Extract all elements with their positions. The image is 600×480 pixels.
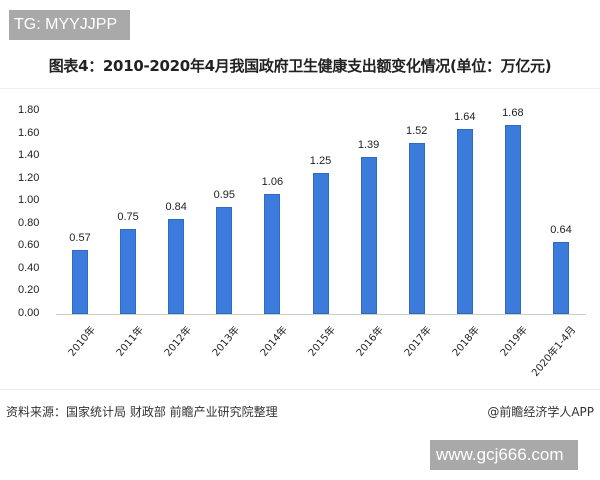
source-note: 资料来源：国家统计局 财政部 前瞻产业研究院整理 xyxy=(6,405,278,419)
y-tick-label: 0.20 xyxy=(18,284,40,297)
site-watermark: www.gcj666.com xyxy=(430,440,578,470)
bar xyxy=(264,194,281,314)
bar xyxy=(504,124,521,314)
y-tick-label: 1.20 xyxy=(18,171,40,184)
chart-area xyxy=(0,88,600,390)
value-label: 1.64 xyxy=(454,111,476,124)
bar xyxy=(312,173,329,314)
y-tick-label: 0.80 xyxy=(18,216,40,229)
bar xyxy=(168,219,185,314)
y-tick-label: 1.40 xyxy=(18,149,40,162)
value-label: 0.64 xyxy=(550,223,572,236)
y-tick-label: 0.40 xyxy=(18,261,40,274)
y-tick-label: 1.00 xyxy=(18,194,40,207)
value-label: 1.52 xyxy=(405,124,428,137)
bar xyxy=(456,129,473,314)
bar xyxy=(72,249,88,314)
brand-credit: @前瞻经济学人APP xyxy=(487,405,594,419)
y-tick-label: 1.80 xyxy=(18,104,40,116)
value-label: 1.25 xyxy=(309,155,332,168)
value-label: 0.84 xyxy=(165,201,187,214)
bar xyxy=(120,229,137,314)
value-label: 0.57 xyxy=(69,231,91,244)
bar xyxy=(408,142,425,314)
bar xyxy=(553,241,569,314)
y-tick-label: 0.60 xyxy=(18,239,40,252)
bar xyxy=(360,157,377,314)
value-label: 0.95 xyxy=(213,188,235,201)
chart-title: 图表4：2010-2020年4月我国政府卫生健康支出额变化情况(单位：万亿元) xyxy=(48,57,552,75)
y-tick-label: 1.60 xyxy=(18,126,40,139)
bar xyxy=(216,206,233,314)
watermark-tag: TG: MYYJJPP xyxy=(9,10,130,40)
value-label: 1.39 xyxy=(357,139,380,152)
y-tick-label: 0.00 xyxy=(18,307,40,319)
value-label: 0.75 xyxy=(117,211,139,224)
value-label: 1.06 xyxy=(261,176,284,189)
x-axis-line xyxy=(56,314,586,315)
value-label: 1.68 xyxy=(502,106,524,119)
